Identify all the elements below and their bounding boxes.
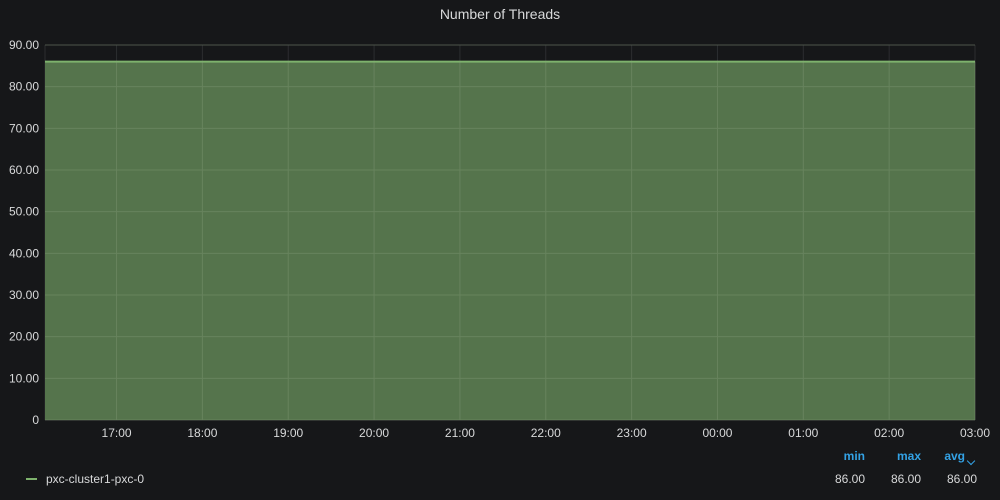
legend-series-avg: 86.00 (946, 472, 977, 486)
x-tick-label: 20:00 (359, 426, 389, 440)
x-tick-label: 19:00 (273, 426, 303, 440)
y-tick-label: 30.00 (9, 288, 39, 302)
legend-header-avg[interactable]: avg (930, 449, 976, 466)
x-tick-label: 03:00 (960, 426, 990, 440)
x-tick-label: 02:00 (874, 426, 904, 440)
chart-plot[interactable]: 0 10.00 20.00 30.00 40.00 50.00 60.00 70.00 80.0… (0, 0, 1000, 445)
legend-header-min[interactable]: min (843, 449, 865, 463)
series-color-icon[interactable] (26, 478, 37, 480)
legend: min max avg pxc-cluster1-pxc-0 86.00 86.… (0, 445, 1000, 495)
x-tick-label: 00:00 (702, 426, 732, 440)
x-tick-label: 21:00 (445, 426, 475, 440)
x-tick-label: 23:00 (617, 426, 647, 440)
x-tick-label: 01:00 (788, 426, 818, 440)
y-tick-label: 40.00 (9, 246, 39, 260)
x-tick-label: 22:00 (531, 426, 561, 440)
legend-series-row[interactable]: pxc-cluster1-pxc-0 86.00 86.00 86.00 (0, 471, 1000, 487)
y-tick-label: 10.00 (9, 371, 39, 385)
x-tick-label: 17:00 (102, 426, 132, 440)
y-tick-label: 0 (32, 413, 39, 427)
y-tick-label: 50.00 (9, 205, 39, 219)
x-tick-label: 18:00 (187, 426, 217, 440)
legend-series-min: 86.00 (834, 472, 865, 486)
y-tick-label: 70.00 (9, 121, 39, 135)
y-tick-label: 80.00 (9, 80, 39, 94)
legend-header-max[interactable]: max (896, 449, 921, 463)
chevron-down-icon (966, 456, 976, 466)
y-tick-label: 60.00 (9, 163, 39, 177)
legend-series-name[interactable]: pxc-cluster1-pxc-0 (46, 472, 145, 486)
panel-title[interactable]: Number of Threads (439, 6, 561, 22)
legend-series-max: 86.00 (890, 472, 921, 486)
series-area (45, 61, 975, 421)
legend-header-avg-label: avg (944, 449, 965, 463)
y-tick-label: 90.00 (9, 38, 39, 52)
grid-overlay (45, 44, 976, 421)
y-tick-label: 20.00 (9, 330, 39, 344)
series-layer (44, 44, 976, 421)
axis-labels: 0 10.00 20.00 30.00 40.00 50.00 60.00 70.00 80.0… (9, 38, 990, 440)
